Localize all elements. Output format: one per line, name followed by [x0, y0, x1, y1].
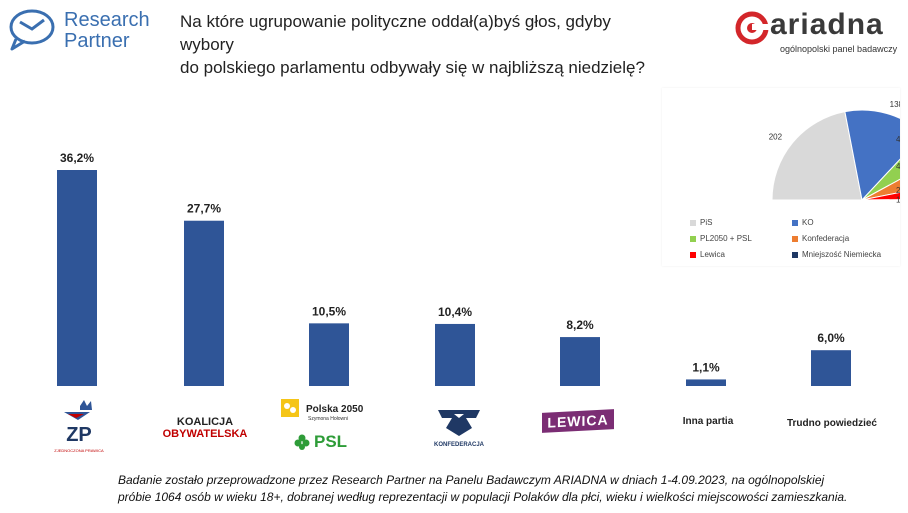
bar-5 — [560, 337, 600, 386]
seat-value-label-5: 28 — [896, 186, 900, 195]
research-partner-logo: Research Partner — [6, 6, 156, 56]
bar-4 — [435, 323, 475, 386]
logo-konfederacja: KONFEDERACJA — [432, 404, 486, 454]
seat-slice-1 — [771, 111, 863, 201]
seat-slice-6 — [861, 199, 908, 201]
ko-line1: KOALICJA — [176, 416, 234, 428]
ariadna-spiral-icon — [735, 11, 770, 45]
legend-label: Lewica — [700, 250, 725, 259]
bar-value-label-7: 6,0% — [817, 331, 845, 345]
bar-7 — [811, 350, 851, 386]
p2050-line1: Polska 2050 — [306, 404, 364, 415]
footnote-line1: Badanie zostało przeprowadzone przez Res… — [118, 473, 825, 487]
polska2050-icon — [281, 399, 299, 417]
seat-legend-item-2: KO — [792, 218, 814, 227]
legend-swatch — [690, 251, 696, 258]
crown-icon — [80, 400, 92, 410]
seat-half-donut: 202 138 47 44 281 — [769, 100, 908, 205]
legend-label: Mniejszość Niemiecka — [802, 250, 882, 259]
bar-value-label-1: 36,2% — [60, 151, 94, 165]
logo-p2050-psl: Polska 2050 Szymona Hołowni PSL — [278, 398, 368, 454]
zp-text: ZP — [66, 424, 92, 446]
clover-icon — [294, 434, 310, 450]
legend-swatch — [792, 251, 798, 258]
ariadna-word: ariadna — [770, 8, 884, 41]
bar-2 — [184, 220, 224, 386]
footnote-line2: próbie 1064 osób w wieku 18+, dobranej w… — [118, 490, 848, 504]
bar-value-label-2: 27,7% — [187, 202, 221, 216]
seat-slice-5 — [861, 190, 908, 201]
ariadna-logo: ariadna ogólnopolski panel badawczy — [734, 8, 902, 58]
footnote: Badanie zostało przeprowadzone przez Res… — [118, 472, 848, 506]
bar-value-label-6: 1,1% — [692, 360, 720, 374]
label-trudno-powiedziec: Trudno powiedzieć — [780, 418, 884, 429]
p2050-line2: Szymona Hołowni — [308, 416, 349, 422]
seat-value-label-3: 47 — [896, 135, 900, 144]
seat-slice-4 — [861, 174, 908, 201]
trudno-text: Trudno powiedzieć — [786, 418, 877, 429]
seat-slice-2 — [844, 109, 908, 202]
legend-label: PL2050 + PSL — [700, 234, 752, 243]
seat-value-label-2: 138 — [890, 100, 900, 109]
speech-bubbles-icon — [9, 9, 55, 51]
seat-legend-item-4: Konfederacja — [792, 234, 849, 243]
seat-value-label-6: 1 — [896, 196, 900, 205]
lewica-text: LEWICA — [547, 411, 609, 431]
bar-value-label-4: 10,4% — [438, 305, 472, 319]
seat-legend-item-5: Lewica — [690, 250, 725, 259]
seat-value-label-4: 44 — [896, 162, 900, 171]
seat-legend-item-1: PiS — [690, 218, 712, 227]
bar-chart: 36,2% 27,7% 10,5% 10,4% 8,2% 1,1% 6,0% — [57, 151, 851, 386]
seat-legend-item-6: Mniejszość Niemiecka — [792, 250, 881, 259]
ko-line2: OBYWATELSKA — [162, 428, 248, 440]
legend-swatch — [792, 235, 798, 242]
logo-lewica: LEWICA — [542, 409, 614, 433]
konf-text: KONFEDERACJA — [433, 442, 484, 448]
logo-ko: KOALICJA OBYWATELSKA — [160, 416, 250, 446]
seat-value-label-1: 202 — [769, 132, 783, 141]
bar-value-label-5: 8,2% — [566, 318, 594, 332]
legend-swatch — [792, 219, 798, 226]
chart-title: Na które ugrupowanie polityczne oddał(a)… — [180, 10, 660, 79]
inna-text: Inna partia — [682, 416, 734, 427]
bar-1 — [57, 170, 97, 386]
bar-value-label-3: 10,5% — [312, 304, 346, 318]
brand-line2: Partner — [64, 30, 130, 52]
zp-caption: ZJEDNOCZONA PRAWICA — [54, 448, 104, 453]
psl-text: PSL — [314, 432, 348, 451]
legend-label: KO — [802, 218, 814, 227]
logo-zp: ZP ZJEDNOCZONA PRAWICA — [50, 398, 108, 456]
title-line2: do polskiego parlamentu odbywały się w n… — [180, 58, 645, 77]
eagle-icon — [438, 410, 480, 436]
legend-swatch — [690, 219, 696, 226]
label-inna-partia: Inna partia — [664, 416, 752, 427]
legend-swatch — [690, 235, 696, 242]
bar-3 — [309, 323, 349, 386]
seat-legend-item-3: PL2050 + PSL — [690, 234, 752, 243]
bar-6 — [686, 379, 726, 386]
legend-label: Konfederacja — [802, 234, 850, 243]
seat-slice-3 — [861, 150, 908, 201]
brand-line1: Research — [64, 9, 150, 31]
ariadna-subtitle: ogólnopolski panel badawczy — [780, 44, 898, 54]
seat-chart-panel: 202 138 47 44 281 PiS KO PL2050 + PSL Konfedera… — [662, 88, 908, 266]
legend-label: PiS — [700, 218, 713, 227]
title-line1: Na które ugrupowanie polityczne oddał(a)… — [180, 12, 611, 54]
